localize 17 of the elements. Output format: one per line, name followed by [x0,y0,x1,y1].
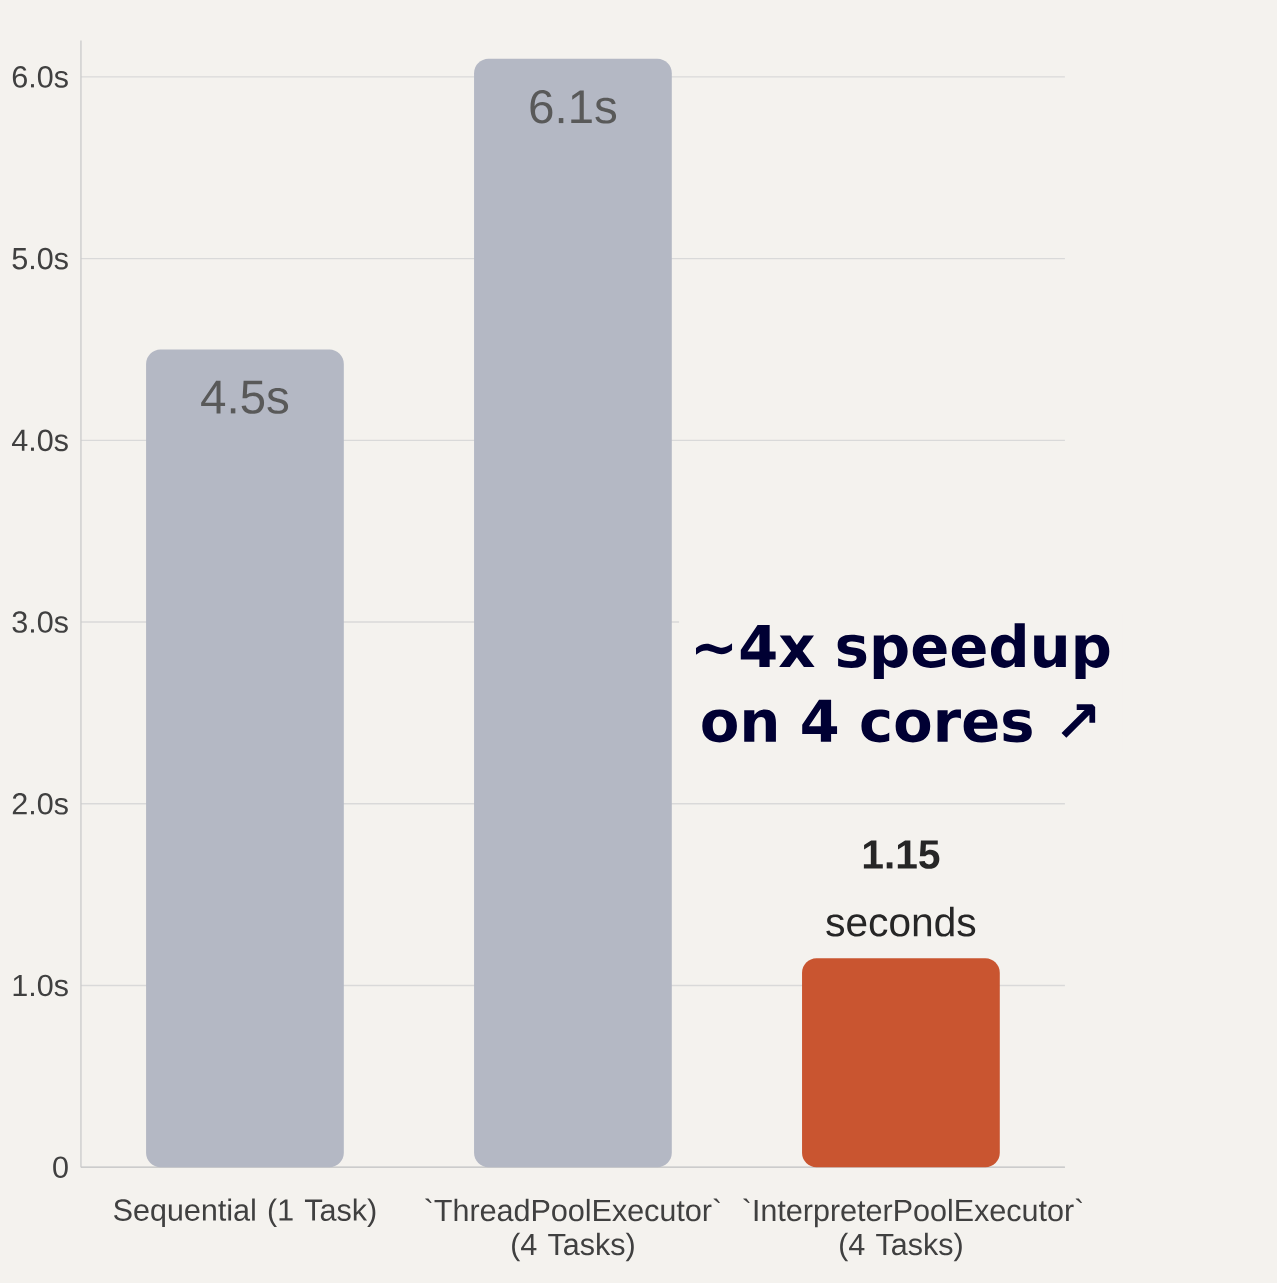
y-tick-label: 5.0s [12,247,68,270]
bar [146,349,344,1168]
x-tick-label: Sequential (1 Task) [113,1198,376,1227]
data-label: 6.1s [530,89,617,124]
data-label: 1.15 seconds [826,840,976,937]
bar [801,958,1000,1168]
data-label: 4.5s [201,380,289,414]
annotation: ~4x speedup on 4 cores ↗ [695,623,1110,743]
bar [474,58,672,1168]
x-tick-label: `InterpreterPoolExecutor` (4 Tasks) [743,1198,1082,1262]
y-tick-label: 2.0s [12,792,68,815]
y-tick-label: 0 [53,1156,68,1179]
y-tick-label: 4.0s [11,429,68,452]
y-tick-label: 1.0s [13,974,68,997]
x-tick-label: `ThreadPoolExecutor` (4 Tasks) [425,1198,720,1262]
y-tick-label: 6.0s [12,66,68,88]
y-tick-label: 3.0s [12,611,68,633]
